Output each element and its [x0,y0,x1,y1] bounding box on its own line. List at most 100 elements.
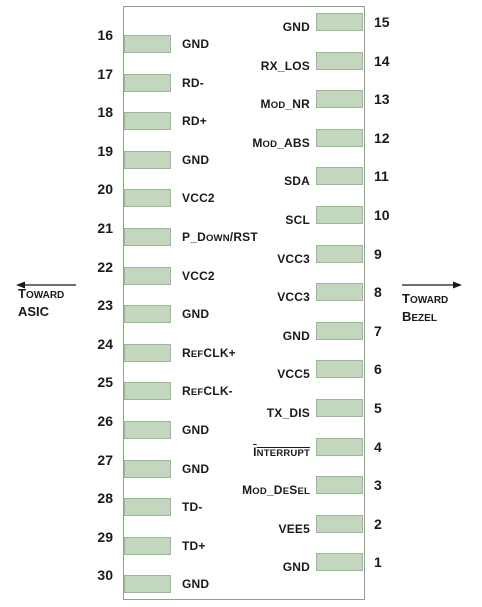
pin-label-part: CLK- [203,384,233,399]
pin-pad-right [316,360,363,379]
pin-label-left: VCC2 [182,268,215,283]
direction-asic-initial: T [18,286,26,301]
pin-pad-left [124,189,171,208]
pin-number-left: 19 [97,142,113,159]
direction-asic-target: ASIC [18,304,50,319]
pin-label-part: _ABS [277,135,310,150]
pin-pad-left [124,498,171,517]
pin-label-part: M [242,483,253,498]
pin-number-left: 23 [97,297,113,314]
pin-label-right: MOD_ABS [170,136,310,152]
pin-number-right: 9 [374,245,382,262]
pin-pad-right [316,167,363,186]
pin-label-part: D [197,230,206,244]
pin-number-left: 21 [97,220,113,236]
pin-label-left: GND [182,152,210,167]
direction-bezel-target-initial: B [402,309,412,324]
pin-number-left: 26 [97,413,113,429]
pin-label-part: R [182,384,191,399]
direction-bezel-word: OWARD [409,295,449,306]
pin-label-right: SDA [284,174,310,189]
pin-pad-right [316,514,363,533]
arrow-left-icon [16,281,76,289]
pin-number-right: 12 [374,129,390,146]
pin-label-right: VCC5 [277,367,310,382]
pin-label-part: /RST [229,230,258,244]
pin-pad-left [124,266,171,285]
pin-pad-right [316,437,363,456]
direction-label-bezel: TOWARD BEZEL [402,291,448,327]
pin-number-left: 24 [97,335,113,352]
pin-number-left: 28 [97,490,113,507]
pin-pad-left [124,73,171,92]
pin-label-right: MOD_DESEL [170,483,310,499]
pin-pad-right [316,206,363,224]
pin-number-right: 8 [374,284,382,301]
pin-number-right: 15 [374,14,390,30]
pin-label-left: GND [182,461,210,476]
pin-label-part: OD [252,486,267,498]
pin-label-left: RD- [182,75,204,90]
pin-label-left: TD+ [182,538,206,553]
pin-label-part: OWN [205,233,230,244]
pin-label-left: RD+ [182,114,207,129]
pin-label-part: OD [270,100,286,112]
pin-number-right: 13 [374,91,390,108]
pin-pad-right [316,128,363,147]
pin-number-left: 22 [97,258,113,275]
pin-pad-left [124,382,171,401]
pin-label-part: EF [190,387,204,399]
pin-pad-left [124,343,171,362]
pin-pad-left [124,421,171,439]
pin-pad-left [124,575,171,594]
pin-pad-right [316,553,363,572]
pin-label-right: VEE5 [278,521,310,536]
pin-number-left: 17 [97,65,113,82]
pin-label-left: GND [182,423,210,437]
pin-pad-right [316,244,363,263]
arrow-right-icon [402,281,462,289]
pin-label-part: _NR [285,97,310,112]
pin-label-left: TD- [182,500,203,515]
pin-label-part: M [260,97,271,112]
pin-pad-right [316,283,363,302]
pin-pad-right [316,476,363,495]
pin-pad-left [124,536,171,555]
pin-pad-left [124,459,171,478]
pin-pad-right [316,13,363,31]
pin-label-right: VCC3 [277,251,310,266]
pin-number-right: 11 [374,168,389,185]
pin-label-left: REFCLK- [182,384,233,400]
pin-pad-left [124,228,171,246]
pin-number-right: 7 [374,322,382,339]
pin-number-right: 2 [374,515,382,532]
pin-label-right: TX_DIS [266,406,310,420]
pin-label-right: RX_LOS [260,58,310,73]
pin-label-part: P_ [182,230,198,244]
pin-number-left: 16 [97,27,113,43]
direction-bezel-target-rest: EZEL [411,313,437,324]
pin-pad-left [124,112,171,131]
pin-label-right: MOD_NR [170,97,310,113]
pin-number-right: 6 [374,361,382,378]
pin-label-left: GND [182,37,210,51]
pin-number-left: 18 [97,104,113,121]
pin-number-right: 14 [374,52,390,69]
pin-pad-right [316,321,363,340]
pin-label-left: GND [182,307,210,322]
pin-label-part: NTERRUPT [256,447,310,459]
pin-pad-left [124,305,171,324]
pin-label-right: VCC3 [277,290,310,305]
direction-asic-word: OWARD [25,290,65,301]
pin-label-right: GND [282,560,310,575]
pin-label-left: GND [182,577,210,592]
pin-number-right: 5 [374,400,382,416]
pin-label-right: SCL [285,213,310,227]
direction-label-asic: TOWARD ASIC [18,286,64,320]
pin-pad-right [316,51,363,70]
pin-label-right: INTERRUPT [170,445,310,461]
pin-label-part: S [289,483,298,498]
pin-label-part: EF [190,348,204,360]
pin-number-right: 4 [374,438,382,455]
